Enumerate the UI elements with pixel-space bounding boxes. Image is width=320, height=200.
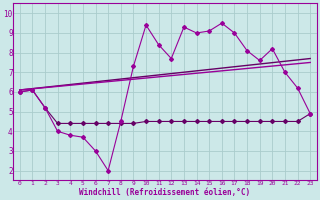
X-axis label: Windchill (Refroidissement éolien,°C): Windchill (Refroidissement éolien,°C): [79, 188, 251, 197]
